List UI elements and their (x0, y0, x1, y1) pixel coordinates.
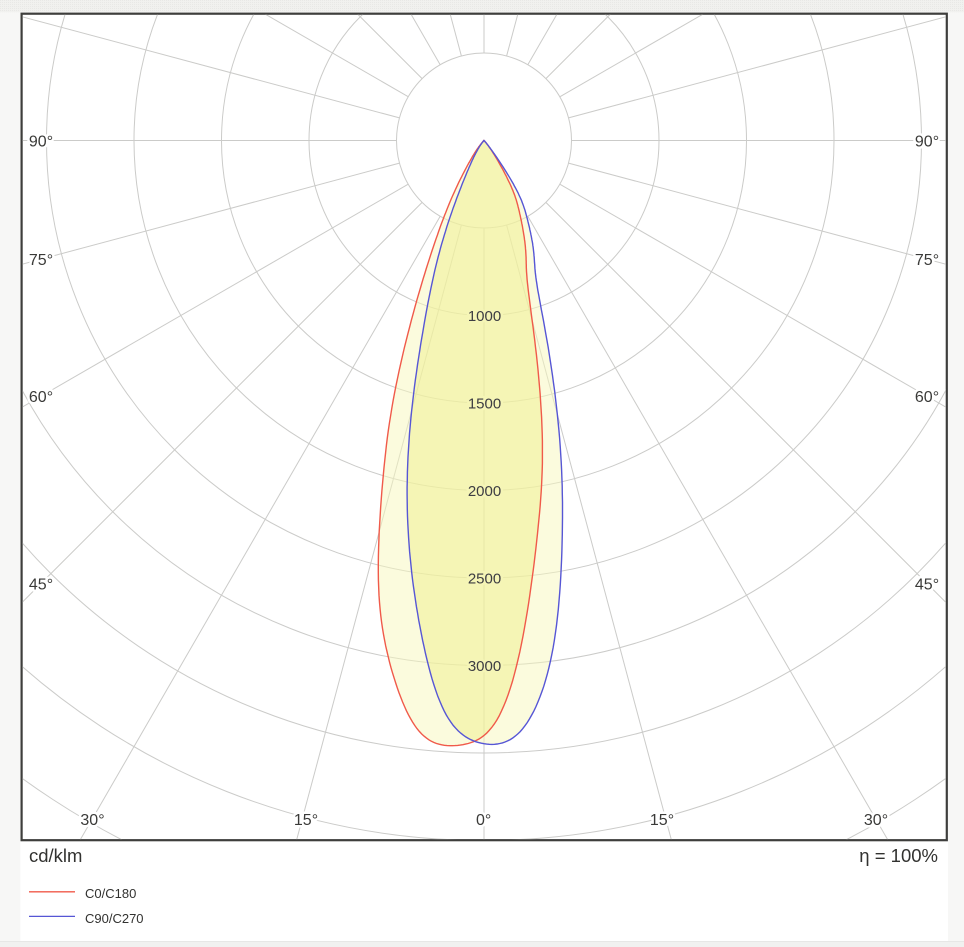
svg-text:45°: 45° (915, 576, 939, 593)
svg-text:η = 100%: η = 100% (859, 845, 938, 866)
svg-text:C0/C180: C0/C180 (85, 886, 136, 901)
svg-text:2000: 2000 (468, 483, 501, 500)
svg-text:30°: 30° (80, 812, 104, 829)
svg-text:75°: 75° (29, 252, 53, 269)
svg-text:60°: 60° (29, 389, 53, 406)
svg-text:60°: 60° (915, 389, 939, 406)
svg-text:90°: 90° (29, 133, 53, 150)
svg-text:1000: 1000 (468, 308, 501, 325)
svg-text:C90/C270: C90/C270 (85, 911, 144, 926)
svg-text:1500: 1500 (468, 396, 501, 413)
svg-text:15°: 15° (294, 812, 318, 829)
svg-text:75°: 75° (915, 252, 939, 269)
svg-text:30°: 30° (864, 812, 888, 829)
svg-text:15°: 15° (650, 812, 674, 829)
svg-text:45°: 45° (29, 576, 53, 593)
svg-text:2500: 2500 (468, 571, 501, 588)
svg-text:cd/klm: cd/klm (29, 845, 82, 866)
svg-text:3000: 3000 (468, 658, 501, 675)
svg-text:90°: 90° (915, 133, 939, 150)
svg-text:0°: 0° (476, 812, 491, 829)
